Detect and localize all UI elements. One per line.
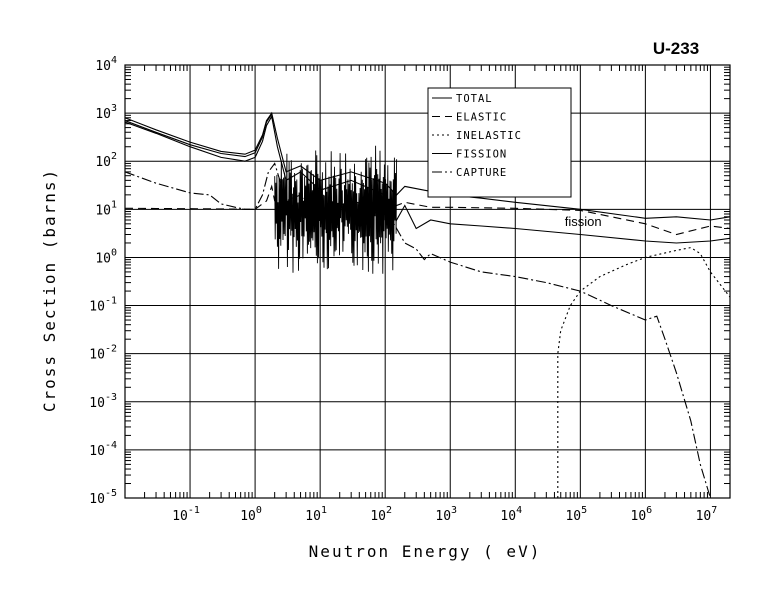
x-tick-label: 104 — [500, 505, 522, 524]
legend-label: FISSION — [456, 149, 507, 161]
y-tick-label: 104 — [95, 55, 117, 74]
y-tick-labels: 10-5 10-4 10-3 10-2 10-1 100 101 102 103 104 — [89, 55, 117, 507]
series-fission — [124, 114, 731, 244]
series-total — [124, 113, 273, 158]
y-axis-label: Cross Section (barns) — [40, 168, 59, 412]
y-tick-label: 103 — [95, 103, 117, 122]
x-tick-label: 100 — [240, 505, 262, 524]
resonance-region — [274, 145, 398, 274]
legend: TOTAL ELASTIC INELASTIC FISSION CAPTURE — [427, 87, 572, 198]
x-tick-labels: 10-1 100 101 102 103 104 105 106 107 — [172, 505, 717, 524]
minor-ticks — [125, 65, 730, 498]
y-tick-label: 10-1 — [89, 296, 117, 315]
legend-label: ELASTIC — [456, 112, 507, 124]
x-tick-label: 103 — [435, 505, 457, 524]
x-tick-label: 105 — [565, 505, 587, 524]
y-tick-label: 102 — [95, 151, 117, 170]
legend-box — [427, 87, 572, 198]
fission-annotation: fission — [565, 214, 602, 229]
y-tick-label: 101 — [95, 199, 117, 218]
y-tick-label: 100 — [95, 247, 117, 266]
y-tick-label: 10-5 — [89, 488, 117, 507]
y-tick-label: 10-4 — [89, 440, 117, 459]
chart-title: U-233 — [653, 39, 699, 58]
series-elastic — [124, 184, 731, 236]
series-capture — [124, 162, 711, 499]
y-tick-label: 10-3 — [89, 392, 117, 411]
x-tick-label: 10-1 — [172, 505, 200, 524]
y-tick-label: 10-2 — [89, 344, 117, 363]
legend-label: TOTAL — [456, 93, 493, 105]
x-tick-label: 101 — [305, 505, 327, 524]
x-tick-label: 102 — [370, 505, 392, 524]
legend-label: INELASTIC — [456, 130, 522, 142]
series-inelastic — [557, 247, 731, 498]
x-tick-label: 106 — [631, 505, 653, 524]
data-curves — [124, 111, 731, 499]
x-axis-label: Neutron Energy ( eV) — [309, 542, 542, 561]
plot-frame — [124, 64, 731, 499]
x-tick-label: 107 — [696, 505, 718, 524]
series-total — [124, 111, 731, 221]
legend-label: CAPTURE — [456, 167, 507, 179]
